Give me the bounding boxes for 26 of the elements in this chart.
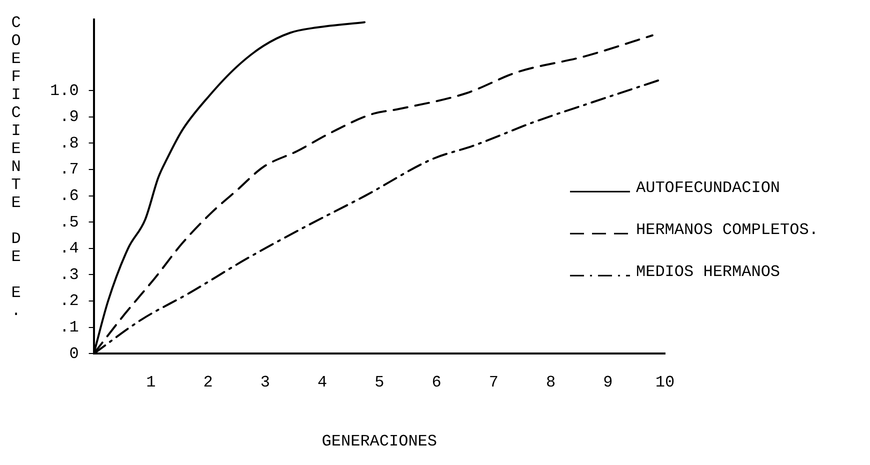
y-tick-label: 1.0 — [50, 82, 79, 100]
x-tick-label: 7 — [488, 373, 498, 392]
y-tick-label: .7 — [60, 160, 79, 179]
x-tick-label: 5 — [374, 373, 384, 392]
y-tick-label: .3 — [60, 266, 79, 284]
y-tick-label: .8 — [60, 134, 79, 152]
x-tick-label: 6 — [432, 373, 442, 392]
y-axis-title: COEFICIENTE DE E. — [7, 14, 25, 320]
x-tick-label: 2 — [203, 373, 213, 392]
y-tick-label: .6 — [60, 187, 79, 206]
y-tick-label: .5 — [60, 213, 79, 232]
y-tick-label: .2 — [60, 292, 79, 310]
x-tick-label: 10 — [655, 373, 675, 392]
y-tick-label: .9 — [60, 108, 79, 126]
y-tick-label: 0 — [69, 344, 79, 363]
x-tick-label: 1 — [146, 373, 156, 392]
legend-label: MEDIOS HERMANOS — [636, 262, 780, 281]
legend-label: HERMANOS COMPLETOS. — [636, 220, 818, 239]
x-tick-label: 4 — [317, 373, 328, 392]
y-tick-label: .4 — [60, 240, 79, 258]
legend-label: AUTOFECUNDACION — [636, 178, 780, 197]
x-tick-label: 8 — [546, 373, 556, 392]
x-tick-label: 3 — [260, 373, 270, 392]
x-axis-title: GENERACIONES — [322, 432, 438, 451]
y-tick-label: .1 — [60, 318, 79, 337]
x-tick-label: 9 — [603, 373, 613, 392]
